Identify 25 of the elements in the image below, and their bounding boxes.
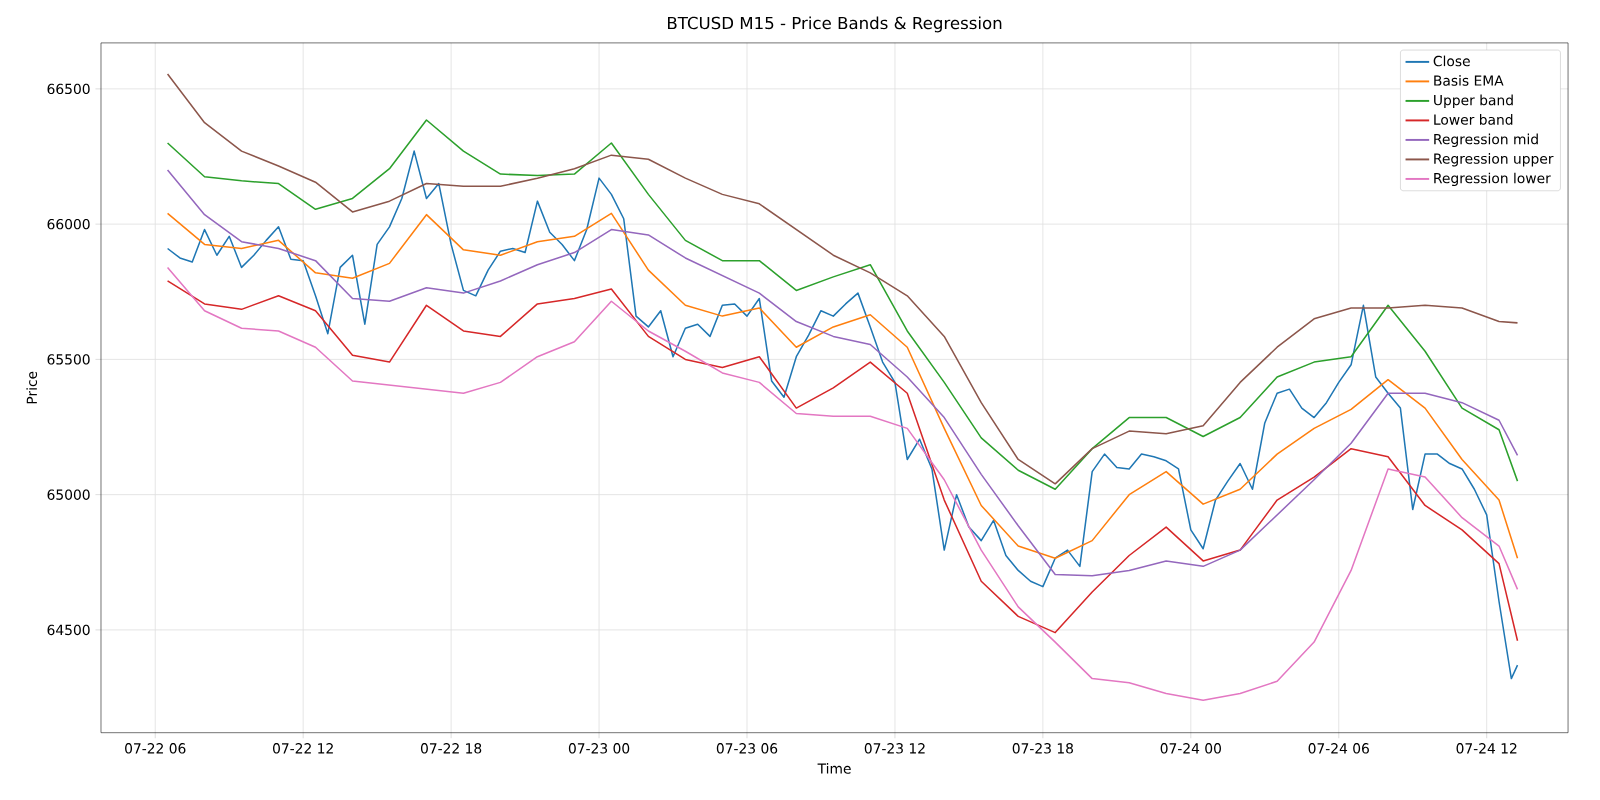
y-tick-label: 65500 (47, 354, 90, 365)
legend-label: Regression lower (1434, 172, 1551, 187)
x-tick-label: 07-24 06 (1308, 743, 1369, 754)
y-tick-label: 66000 (47, 218, 90, 230)
x-tick-label: 07-24 00 (1160, 743, 1221, 754)
x-tick-label: 07-22 06 (125, 743, 186, 754)
y-axis-title: Price (26, 371, 38, 404)
x-tick-label: 07-23 06 (716, 743, 778, 754)
x-tick-label: 07-24 12 (1456, 743, 1517, 754)
legend-label: Close (1433, 55, 1470, 67)
x-axis-title: Time (817, 763, 851, 774)
x-tick-label: 07-23 18 (1012, 743, 1074, 754)
legend-label: Regression upper (1434, 153, 1554, 167)
x-tick-label: 07-23 00 (568, 743, 630, 754)
x-tick-label: 07-22 18 (420, 743, 482, 754)
y-tick-label: 65000 (47, 489, 90, 500)
x-tick-label: 07-23 12 (864, 743, 925, 754)
legend-label: Upper band (1434, 94, 1513, 109)
y-tick-label: 66500 (47, 83, 90, 95)
y-tick-label: 64500 (47, 624, 90, 636)
x-tick-label: 07-22 12 (272, 743, 333, 754)
legend-label: Lower band (1434, 114, 1513, 125)
legend-label: Regression mid (1434, 133, 1538, 148)
chart-title: BTCUSD M15 - Price Bands & Regression (668, 16, 1002, 33)
legend-label: Basis EMA (1434, 75, 1504, 86)
